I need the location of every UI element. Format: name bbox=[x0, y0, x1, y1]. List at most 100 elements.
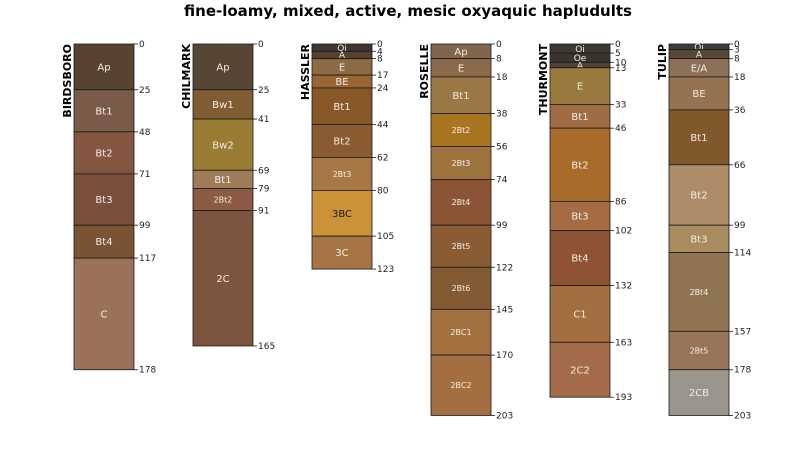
depth-label-tulip-0: 0 bbox=[734, 40, 740, 50]
depth-label-birdsboro-5: 117 bbox=[139, 254, 156, 264]
horizon-hassler-7 bbox=[311, 189, 373, 237]
depth-label-tulip-4: 36 bbox=[734, 106, 746, 116]
horizon-label-roselle-8: 2BC1 bbox=[450, 328, 471, 337]
depth-label-roselle-7: 122 bbox=[496, 263, 513, 273]
horizon-label-thurmont-1: Oe bbox=[574, 54, 587, 64]
horizon-label-chilmark-4: 2Bt2 bbox=[214, 195, 233, 204]
horizon-label-thurmont-8: C1 bbox=[573, 310, 586, 321]
depth-label-birdsboro-1: 25 bbox=[139, 86, 150, 96]
depth-label-hassler-8: 105 bbox=[377, 232, 394, 242]
depth-label-roselle-9: 170 bbox=[496, 351, 513, 361]
depth-label-tulip-10: 203 bbox=[734, 411, 751, 421]
horizon-label-tulip-2: E/A bbox=[691, 63, 708, 74]
horizon-label-thurmont-5: Bt2 bbox=[571, 160, 588, 171]
horizon-label-hassler-6: 2Bt3 bbox=[333, 170, 352, 179]
horizon-hassler-6 bbox=[311, 157, 373, 191]
horizon-birdsboro-1 bbox=[73, 89, 135, 133]
horizon-tulip-7 bbox=[668, 252, 730, 332]
horizon-label-hassler-8: 3C bbox=[335, 248, 348, 259]
horizon-label-hassler-3: BE bbox=[335, 77, 348, 88]
depth-label-tulip-1: 3 bbox=[734, 45, 740, 55]
profile-name-chilmark: CHILMARK bbox=[180, 44, 193, 109]
depth-label-hassler-5: 44 bbox=[377, 121, 389, 131]
profile-name-hassler: HASSLER bbox=[299, 43, 312, 100]
depth-label-thurmont-6: 86 bbox=[615, 197, 627, 207]
depth-label-thurmont-3: 13 bbox=[615, 64, 626, 74]
horizon-hassler-5 bbox=[311, 124, 373, 158]
horizon-label-hassler-2: E bbox=[339, 62, 345, 73]
depth-label-hassler-6: 62 bbox=[377, 153, 388, 163]
horizon-label-tulip-8: 2Bt5 bbox=[690, 346, 709, 355]
depth-label-thurmont-8: 132 bbox=[615, 282, 632, 292]
horizon-roselle-7 bbox=[430, 266, 492, 310]
depth-label-thurmont-0: 0 bbox=[615, 40, 621, 50]
horizon-label-chilmark-2: Bw2 bbox=[212, 140, 233, 151]
horizon-thurmont-5 bbox=[549, 127, 611, 202]
depth-label-roselle-10: 203 bbox=[496, 411, 513, 421]
horizon-tulip-9 bbox=[668, 369, 730, 416]
depth-label-thurmont-5: 46 bbox=[615, 124, 627, 134]
horizon-tulip-5 bbox=[668, 164, 730, 226]
depth-label-chilmark-2: 41 bbox=[258, 115, 269, 125]
horizon-label-chilmark-5: 2C bbox=[216, 274, 229, 285]
depth-label-hassler-0: 0 bbox=[377, 40, 383, 50]
horizon-thurmont-8 bbox=[549, 285, 611, 343]
horizon-label-roselle-2: Bt1 bbox=[452, 91, 469, 102]
horizon-thurmont-3 bbox=[549, 67, 611, 105]
depth-label-hassler-9: 123 bbox=[377, 265, 394, 275]
depth-label-thurmont-2: 10 bbox=[615, 58, 627, 68]
horizon-thurmont-7 bbox=[549, 230, 611, 286]
horizon-chilmark-0 bbox=[192, 43, 254, 91]
horizon-label-roselle-9: 2BC2 bbox=[450, 381, 471, 390]
depth-label-tulip-3: 18 bbox=[734, 73, 746, 83]
horizon-label-roselle-4: 2Bt3 bbox=[452, 159, 471, 168]
depth-label-tulip-9: 178 bbox=[734, 366, 751, 376]
depth-label-hassler-2: 8 bbox=[377, 55, 383, 65]
depth-label-birdsboro-4: 99 bbox=[139, 221, 151, 231]
depth-label-birdsboro-3: 71 bbox=[139, 170, 150, 180]
horizon-label-hassler-7: 3BC bbox=[332, 209, 352, 220]
horizon-tulip-8 bbox=[668, 330, 730, 371]
horizon-hassler-8 bbox=[311, 235, 373, 270]
depth-label-roselle-4: 56 bbox=[496, 142, 508, 152]
depth-label-hassler-3: 17 bbox=[377, 71, 388, 81]
horizon-roselle-6 bbox=[430, 224, 492, 268]
horizon-label-chilmark-3: Bt1 bbox=[214, 175, 231, 186]
depth-label-roselle-2: 18 bbox=[496, 73, 508, 83]
horizon-label-roselle-3: 2Bt2 bbox=[452, 126, 471, 135]
depth-label-roselle-0: 0 bbox=[496, 40, 502, 50]
horizon-thurmont-6 bbox=[549, 200, 611, 232]
horizon-birdsboro-0 bbox=[73, 43, 135, 91]
depth-label-chilmark-5: 91 bbox=[258, 207, 269, 217]
depth-label-chilmark-0: 0 bbox=[258, 40, 264, 50]
horizon-label-tulip-7: 2Bt4 bbox=[690, 288, 709, 297]
depth-label-birdsboro-2: 48 bbox=[139, 128, 151, 138]
horizon-label-thurmont-4: Bt1 bbox=[571, 112, 588, 123]
horizon-label-roselle-0: Ap bbox=[454, 47, 467, 58]
profiles-group: BIRDSBORO ApBt1Bt2Bt3Bt4C025487199117178C… bbox=[61, 40, 751, 421]
depth-label-chilmark-1: 25 bbox=[258, 86, 269, 96]
horizon-label-hassler-5: Bt2 bbox=[333, 137, 350, 148]
depth-label-roselle-6: 99 bbox=[496, 221, 508, 231]
depth-label-tulip-2: 8 bbox=[734, 55, 740, 65]
depth-label-chilmark-3: 69 bbox=[258, 166, 270, 176]
depth-label-tulip-8: 157 bbox=[734, 327, 751, 337]
horizon-roselle-9 bbox=[430, 354, 492, 416]
depth-label-tulip-5: 66 bbox=[734, 161, 746, 171]
horizon-roselle-3 bbox=[430, 113, 492, 147]
depth-label-hassler-7: 80 bbox=[377, 186, 389, 196]
horizon-label-tulip-1: A bbox=[696, 50, 703, 60]
profile-name-roselle: ROSELLE bbox=[418, 44, 431, 99]
horizon-roselle-4 bbox=[430, 146, 492, 180]
horizon-label-birdsboro-4: Bt4 bbox=[95, 237, 112, 248]
horizon-hassler-4 bbox=[311, 87, 373, 125]
horizon-label-thurmont-6: Bt3 bbox=[571, 212, 588, 223]
horizon-label-roselle-1: E bbox=[458, 63, 464, 74]
depth-label-thurmont-9: 163 bbox=[615, 338, 632, 348]
horizon-label-thurmont-9: 2C2 bbox=[570, 365, 590, 376]
depth-label-birdsboro-0: 0 bbox=[139, 40, 145, 50]
depth-label-hassler-1: 4 bbox=[377, 47, 383, 57]
horizon-label-birdsboro-3: Bt3 bbox=[95, 195, 112, 206]
horizon-label-roselle-6: 2Bt5 bbox=[452, 242, 471, 251]
